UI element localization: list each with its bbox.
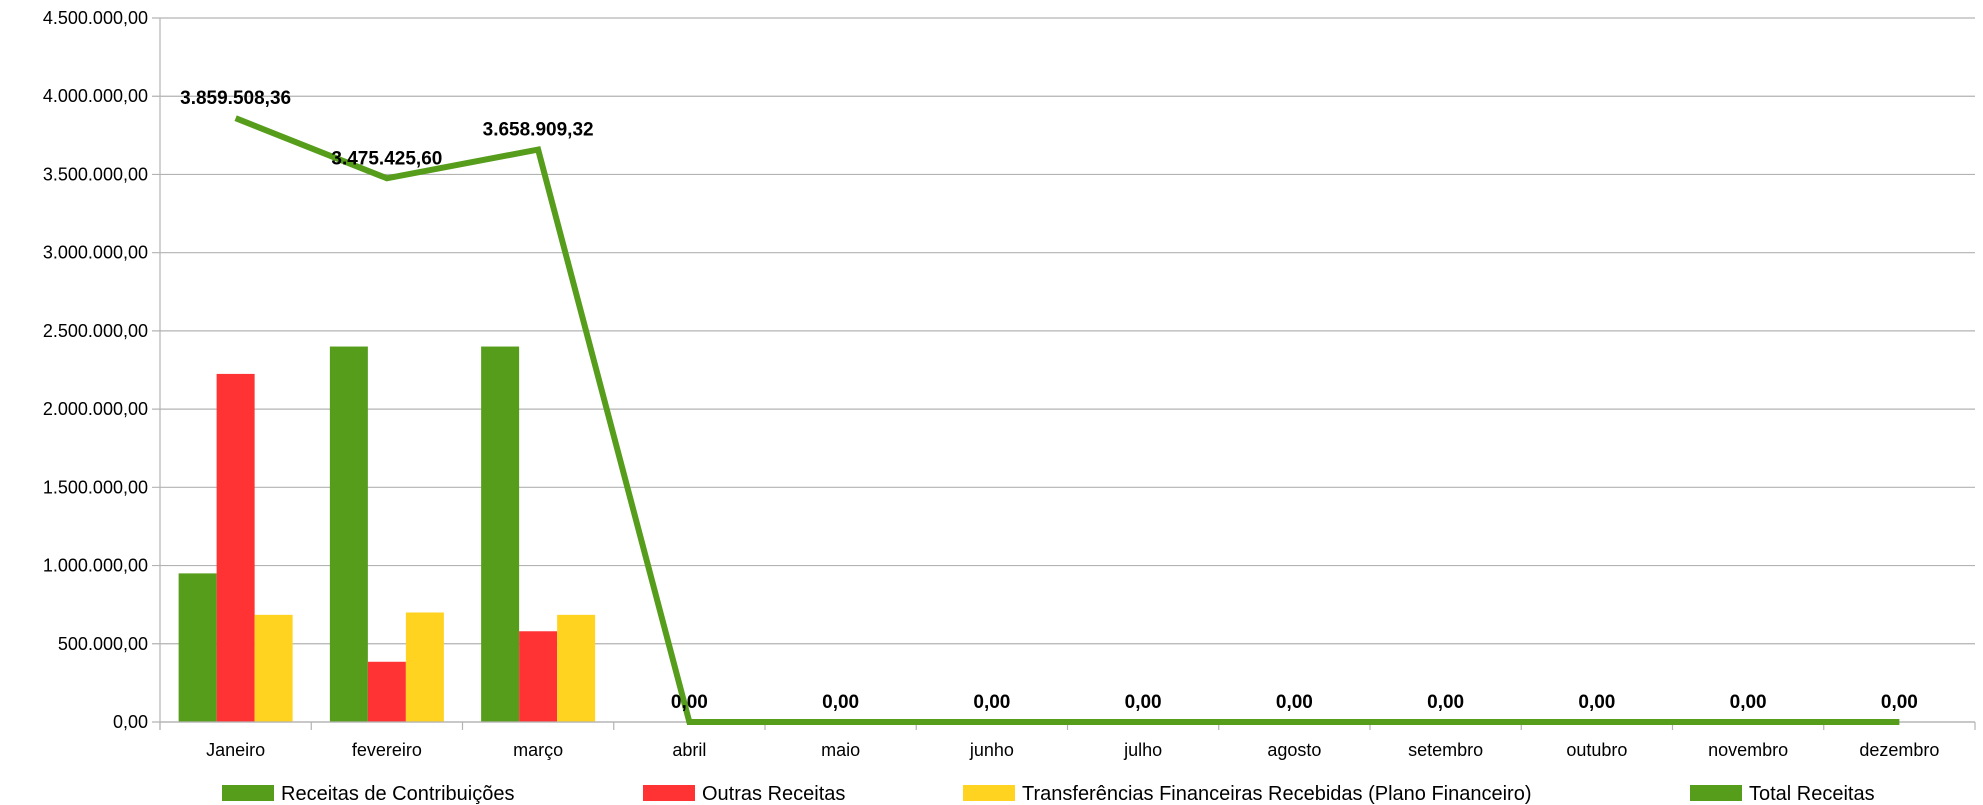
y-axis-tick-labels: 0,00 500.000,00 1.000.000,00 1.500.000,00 2.… (43, 8, 148, 732)
data-label: 0,00 (1730, 692, 1767, 713)
x-axis-tick-labels: Janeiro fevereiro março abril maio junho julho… (206, 740, 1939, 760)
data-label: 3.859.508,36 (180, 88, 291, 109)
bar-series (178, 346, 596, 722)
legend-swatch (222, 785, 274, 801)
legend-label: Transferências Financeiras Recebidas (Pl… (1022, 783, 1532, 805)
data-label: 0,00 (1427, 692, 1464, 713)
x-tick-label: junho (969, 740, 1014, 760)
x-tick-label: agosto (1267, 740, 1321, 760)
y-tick-label: 3.500.000,00 (43, 164, 148, 184)
y-tick-label: 1.500.000,00 (43, 477, 148, 497)
x-tick-label: dezembro (1859, 740, 1939, 760)
legend: Receitas de Contribuições Outras Receitas… (222, 783, 1875, 805)
y-tick-label: 4.000.000,00 (43, 86, 148, 106)
bar (481, 346, 520, 722)
legend-swatch (643, 785, 695, 801)
x-tick-label: fevereiro (352, 740, 422, 760)
bar (329, 346, 368, 722)
x-tick-label: abril (672, 740, 706, 760)
bar (557, 614, 596, 722)
data-label: 0,00 (1881, 692, 1918, 713)
y-tick-label: 0,00 (113, 712, 148, 732)
x-tick-label: março (513, 740, 563, 760)
bar (519, 631, 558, 722)
bar (178, 573, 217, 722)
y-tick-label: 4.500.000,00 (43, 8, 148, 28)
y-tick-label: 2.500.000,00 (43, 321, 148, 341)
x-tick-label: Janeiro (206, 740, 265, 760)
y-tick-label: 2.000.000,00 (43, 399, 148, 419)
data-labels: 3.859.508,36 3.475.425,60 3.658.909,32 0,00… (180, 88, 1918, 713)
x-tick-label: setembro (1408, 740, 1483, 760)
bar (216, 373, 255, 722)
bar (405, 612, 444, 722)
data-label: 3.475.425,60 (331, 148, 442, 169)
data-label: 0,00 (973, 692, 1010, 713)
legend-swatch (963, 785, 1015, 801)
data-label: 0,00 (1276, 692, 1313, 713)
data-label: 0,00 (1578, 692, 1615, 713)
x-tick-label: outubro (1566, 740, 1627, 760)
bar (254, 614, 293, 722)
total-line-series (234, 115, 1900, 725)
y-tick-label: 3.000.000,00 (43, 243, 148, 263)
legend-label: Outras Receitas (702, 783, 845, 805)
legend-label: Total Receitas (1749, 783, 1875, 805)
gridlines (152, 17, 1975, 723)
data-label: 0,00 (822, 692, 859, 713)
total-line (234, 115, 1900, 725)
bar (367, 661, 406, 722)
data-label: 0,00 (671, 692, 708, 713)
legend-label: Receitas de Contribuições (281, 783, 514, 805)
x-tick-label: julho (1123, 740, 1162, 760)
x-tick-label: maio (821, 740, 860, 760)
x-tick-label: novembro (1708, 740, 1788, 760)
data-label: 0,00 (1125, 692, 1162, 713)
y-tick-label: 1.000.000,00 (43, 556, 148, 576)
y-tick-label: 500.000,00 (58, 634, 148, 654)
legend-swatch (1690, 785, 1742, 801)
data-label: 3.658.909,32 (483, 120, 594, 141)
